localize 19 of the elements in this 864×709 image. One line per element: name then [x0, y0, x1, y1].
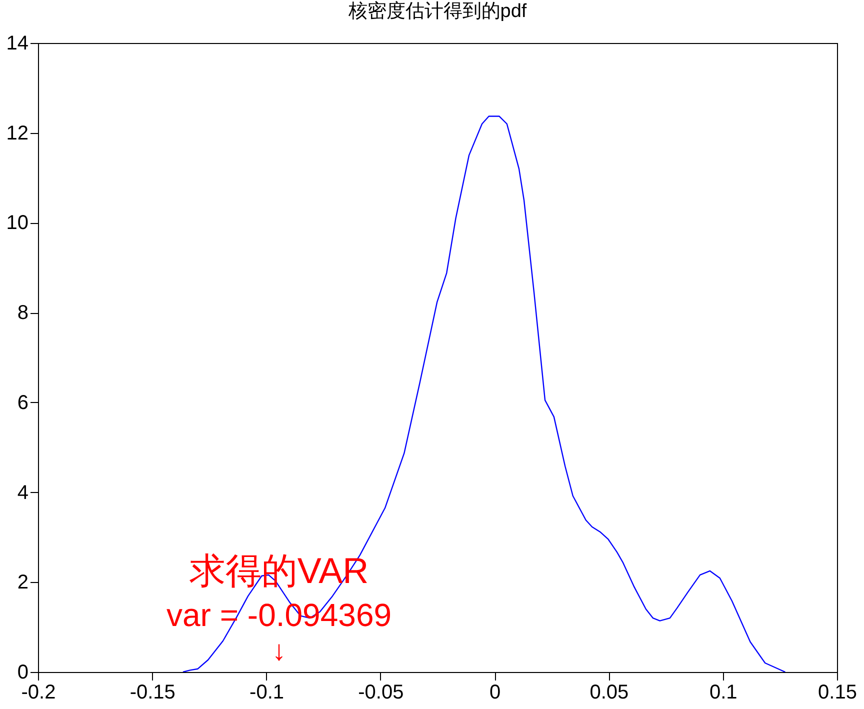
y-tick-label: 14 — [6, 32, 28, 54]
x-tick-label: 0.05 — [590, 682, 629, 704]
annotation: var = -0.094369 — [166, 597, 392, 633]
x-tick-label: 0.1 — [709, 682, 738, 704]
y-tick-label: 12 — [6, 122, 28, 144]
y-tick-label: 8 — [17, 302, 28, 324]
chart-title: 核密度估计得到的pdf — [347, 0, 528, 22]
x-tick-label: -0.05 — [358, 682, 404, 704]
y-tick-label: 0 — [17, 662, 28, 684]
y-tick-label: 6 — [17, 392, 28, 414]
y-tick-label: 10 — [6, 212, 28, 234]
y-tick-label: 2 — [17, 572, 28, 594]
y-tick-label: 4 — [17, 482, 28, 504]
x-tick-label: -0.2 — [21, 682, 56, 704]
x-tick-label: 0 — [490, 682, 501, 704]
x-tick-label: 0.15 — [818, 682, 857, 704]
x-tick-label: -0.15 — [130, 682, 176, 704]
annotation: ↓ — [272, 635, 286, 666]
x-tick-label: -0.1 — [250, 682, 284, 704]
